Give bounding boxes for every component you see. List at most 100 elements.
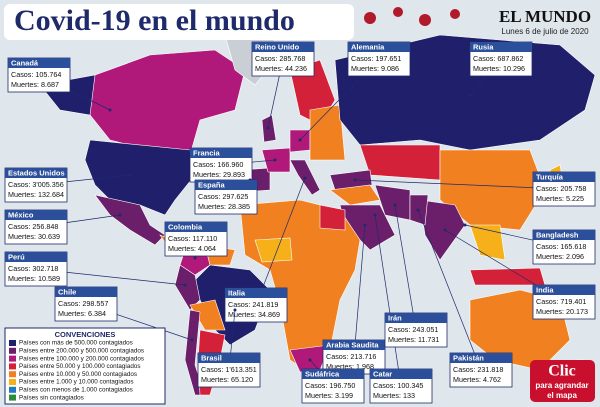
leader-dot [193, 256, 197, 260]
central-asia [359, 144, 441, 181]
leader-dot [273, 158, 277, 162]
leader-dot [463, 223, 467, 227]
leader-line [417, 209, 482, 371]
country-name: Sudáfrica [305, 369, 340, 378]
legend-label: Países sin contagiados [19, 394, 84, 401]
country-name: India [536, 285, 554, 294]
deaths: Muertes: 5.225 [536, 194, 584, 203]
legend-swatch [9, 355, 16, 362]
leader-dot [363, 223, 367, 227]
country-name: Colombia [168, 222, 203, 231]
title-box [4, 4, 354, 40]
legend-label: Países entre 200.000 y 500.000 contagiad… [19, 347, 144, 354]
callout-header [370, 369, 432, 379]
callout-header [470, 42, 532, 52]
leader-line [394, 204, 417, 331]
deaths: Muertes: 10.296 [473, 64, 525, 73]
virus-icons [364, 7, 460, 26]
callout-header [5, 168, 67, 178]
west-africa [254, 237, 293, 263]
button-bg[interactable] [530, 360, 595, 402]
deaths: Muertes: 9.086 [351, 64, 399, 73]
country-name: Francia [193, 148, 221, 157]
bolivia [189, 299, 226, 331]
cases: Casos: 687.862 [473, 54, 523, 63]
country-name: Rusia [473, 42, 494, 51]
leader-line [354, 179, 565, 190]
cases: Casos: 117.110 [168, 234, 217, 243]
indonesia [469, 267, 546, 286]
country-name: México [8, 210, 34, 219]
country-name: Italia [228, 288, 246, 297]
legend-label: Países con más de 500.000 contagiados [19, 340, 133, 347]
leader-dot [353, 178, 357, 182]
country-name: Catar [373, 369, 392, 378]
title: Covid-19 en el mundo [14, 4, 295, 37]
deaths: Muertes: 6.384 [58, 309, 106, 318]
deaths: Muertes: 4.762 [453, 375, 501, 384]
button-big[interactable]: Clic [548, 363, 576, 380]
leader-line [353, 224, 366, 358]
cases: Casos: 197.651 [351, 54, 401, 63]
leader-dot [183, 283, 187, 287]
cases: Casos: 105.764 [11, 70, 61, 79]
country-name: Brasil [201, 353, 222, 362]
cases: Casos: 302.718 [8, 264, 58, 273]
legend-swatch [9, 371, 16, 378]
callout-header [385, 313, 447, 323]
eastern-europe [309, 104, 346, 161]
deaths: Muertes: 20.173 [536, 307, 588, 316]
deaths: Muertes: 65.120 [201, 375, 253, 384]
india [419, 199, 466, 261]
mexico [94, 194, 166, 246]
legend-label: Países entre 10.000 y 50.000 contagiados [19, 371, 137, 378]
legend-swatch [9, 340, 16, 346]
map-button[interactable]: Clic para agrandar el mapa [530, 360, 595, 402]
leader-line [374, 214, 402, 387]
leader-dot [266, 126, 270, 130]
country-name: Reino Unido [255, 42, 300, 51]
leader-dot [128, 173, 132, 177]
cases: Casos: 205.758 [536, 184, 586, 193]
callout-header [225, 288, 287, 298]
callout-header [195, 180, 257, 190]
callout-header [198, 353, 260, 363]
cases: Casos: 213.716 [326, 352, 376, 361]
cases: Casos: 719.401 [536, 297, 586, 306]
legend-swatch [9, 379, 16, 385]
callout-header [5, 210, 67, 220]
leader-dot [308, 358, 312, 362]
callout-header [450, 353, 512, 363]
deaths: Muertes: 34.869 [228, 310, 280, 319]
legend-label: Países con menos de 1.000 contagiados [19, 386, 133, 393]
callout-header [165, 222, 227, 232]
country-name: Estados Unidos [8, 168, 65, 177]
china [439, 149, 546, 231]
cases: Casos: 298.557 [58, 299, 108, 308]
callout-header [55, 287, 117, 297]
leader-dot [373, 213, 377, 217]
leader-dot [303, 176, 307, 180]
button-line[interactable]: para agrandar [535, 381, 588, 390]
country-name: Chile [58, 287, 76, 296]
callout-header [348, 42, 410, 52]
legend-swatch [9, 363, 16, 370]
cases: Casos: 165.618 [536, 242, 586, 251]
deaths: Muertes: 8.687 [11, 80, 59, 89]
leader-dot [233, 308, 237, 312]
logo: EL MUNDO [499, 7, 591, 26]
turkey [329, 169, 373, 191]
country-name: Perú [8, 252, 25, 261]
cases: Casos: 285.768 [255, 54, 305, 63]
legend-title: CONVENCIONES [55, 330, 116, 339]
legend-swatch [9, 394, 16, 401]
deaths: Muertes: 3.199 [305, 391, 353, 400]
cases: Casos: 100.345 [373, 381, 423, 390]
button-line[interactable]: el mapa [547, 391, 577, 400]
deaths: Muertes: 4.064 [168, 244, 216, 253]
callout-header [252, 42, 314, 52]
egypt [319, 204, 346, 231]
date: Lunes 6 de julio de 2020 [501, 27, 589, 36]
